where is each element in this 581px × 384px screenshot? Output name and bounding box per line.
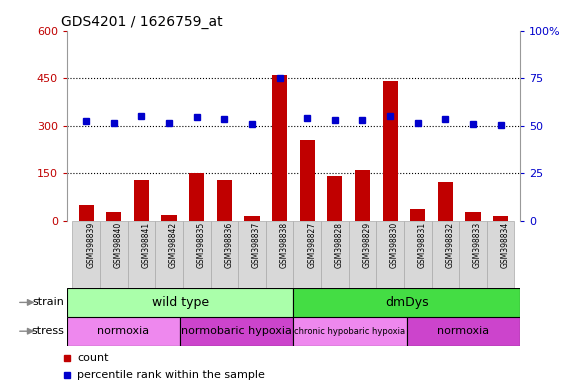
- Text: normoxia: normoxia: [437, 326, 489, 336]
- Bar: [404, 221, 432, 288]
- Bar: [293, 288, 520, 317]
- Text: GSM398832: GSM398832: [446, 222, 454, 268]
- Bar: [376, 221, 404, 288]
- Bar: [162, 215, 177, 221]
- Bar: [100, 221, 128, 288]
- Bar: [180, 317, 293, 346]
- Text: GSM398840: GSM398840: [114, 222, 123, 268]
- Bar: [487, 221, 514, 288]
- Bar: [300, 140, 315, 221]
- Text: GSM398835: GSM398835: [197, 222, 206, 268]
- Bar: [432, 221, 459, 288]
- Bar: [327, 177, 342, 221]
- Text: GSM398839: GSM398839: [86, 222, 95, 268]
- Text: count: count: [77, 353, 109, 363]
- Bar: [183, 221, 210, 288]
- Bar: [438, 182, 453, 221]
- Text: normobaric hypoxia: normobaric hypoxia: [181, 326, 292, 336]
- Bar: [155, 221, 183, 288]
- Bar: [407, 317, 520, 346]
- Bar: [465, 212, 480, 221]
- Text: stress: stress: [32, 326, 64, 336]
- Bar: [459, 221, 487, 288]
- Text: GSM398831: GSM398831: [418, 222, 427, 268]
- Bar: [238, 221, 266, 288]
- Text: GSM398834: GSM398834: [501, 222, 510, 268]
- Text: GSM398841: GSM398841: [141, 222, 150, 268]
- Bar: [410, 209, 425, 221]
- Text: GSM398833: GSM398833: [473, 222, 482, 268]
- Bar: [293, 221, 321, 288]
- Text: GSM398830: GSM398830: [390, 222, 399, 268]
- Text: wild type: wild type: [152, 296, 209, 309]
- Bar: [266, 221, 293, 288]
- Bar: [78, 205, 94, 221]
- Text: percentile rank within the sample: percentile rank within the sample: [77, 370, 265, 380]
- Text: strain: strain: [33, 297, 64, 308]
- Bar: [189, 173, 205, 221]
- Bar: [493, 216, 508, 221]
- Bar: [321, 221, 349, 288]
- Text: dmDys: dmDys: [385, 296, 429, 309]
- Bar: [210, 221, 238, 288]
- Bar: [106, 212, 121, 221]
- Bar: [272, 75, 287, 221]
- Bar: [134, 180, 149, 221]
- Text: chronic hypobaric hypoxia: chronic hypobaric hypoxia: [295, 327, 406, 336]
- Bar: [217, 180, 232, 221]
- Text: GDS4201 / 1626759_at: GDS4201 / 1626759_at: [61, 15, 223, 29]
- Text: GSM398842: GSM398842: [169, 222, 178, 268]
- Text: normoxia: normoxia: [98, 326, 149, 336]
- Text: GSM398838: GSM398838: [279, 222, 289, 268]
- Bar: [349, 221, 376, 288]
- Text: GSM398836: GSM398836: [224, 222, 234, 268]
- Text: GSM398837: GSM398837: [252, 222, 261, 268]
- Bar: [245, 216, 260, 221]
- Bar: [355, 170, 370, 221]
- Bar: [382, 81, 398, 221]
- Text: GSM398828: GSM398828: [335, 222, 344, 268]
- Bar: [67, 288, 293, 317]
- Bar: [128, 221, 155, 288]
- Bar: [67, 317, 180, 346]
- Bar: [293, 317, 407, 346]
- Bar: [73, 221, 100, 288]
- Text: GSM398827: GSM398827: [307, 222, 316, 268]
- Text: GSM398829: GSM398829: [363, 222, 371, 268]
